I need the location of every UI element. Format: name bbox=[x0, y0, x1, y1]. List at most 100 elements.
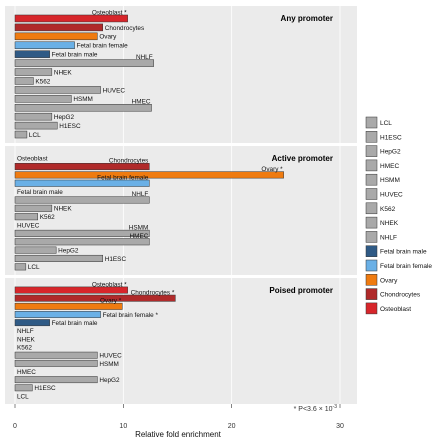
x-tick-label: 20 bbox=[228, 423, 236, 430]
legend: LCL H1ESC HepG2 HMEC HSMM HUVEC K562 NHEK NHLF Fe… bbox=[364, 115, 432, 320]
bar-fetal-brain-female bbox=[14, 179, 150, 187]
bar-chondrocytes bbox=[14, 294, 176, 302]
bar-label-lcl: LCL bbox=[17, 393, 29, 400]
x-tick-label: 10 bbox=[119, 423, 127, 430]
bar-k562 bbox=[14, 77, 34, 85]
bar-label-huvec: HUVEC bbox=[99, 353, 122, 360]
bar-label-hepg2: HepG2 bbox=[54, 114, 75, 121]
legend-swatch-hmec bbox=[365, 159, 378, 172]
legend-swatch-fetal-brain-male bbox=[365, 245, 378, 257]
x-tick-label: 30 bbox=[336, 423, 344, 430]
bar-ovary bbox=[14, 302, 123, 310]
bar-lcl bbox=[14, 263, 27, 271]
bar-label-fetal-brain-male: Fetal brain male bbox=[52, 320, 98, 327]
legend-swatch-nhek bbox=[365, 216, 378, 229]
bar-label-k562: K562 bbox=[35, 78, 50, 85]
panel-poised-promoter: Poised promoter Osteoblast * Chondrocytes … bbox=[5, 278, 357, 404]
panel-title: Active promoter bbox=[272, 154, 333, 163]
legend-label-ovary: Ovary bbox=[380, 277, 398, 284]
bar-label-hmec: HMEC bbox=[130, 233, 149, 240]
bar-hmec bbox=[14, 104, 152, 112]
legend-label-huvec: HUVEC bbox=[380, 192, 403, 199]
x-axis: 0 10 20 30 bbox=[13, 404, 344, 430]
legend-swatch-fetal-brain-female bbox=[365, 259, 378, 272]
x-tick-label: 0 bbox=[13, 423, 17, 430]
bar-label-hmec: HMEC bbox=[132, 99, 151, 106]
panel-any-promoter: Any promoter Osteoblast * Chondrocytes Ovar… bbox=[5, 6, 357, 143]
panel-title: Poised promoter bbox=[269, 286, 333, 295]
bar-hepg2 bbox=[14, 246, 57, 254]
bar-label-hsmm: HSMM bbox=[99, 361, 119, 368]
bar-hmec bbox=[14, 238, 150, 246]
bar-label-ovary: Ovary * bbox=[100, 298, 122, 305]
bar-label-h1esc: H1ESC bbox=[34, 385, 56, 392]
bar-label-ovary: Ovary bbox=[99, 34, 117, 41]
bar-huvec bbox=[14, 351, 98, 359]
x-axis-label: Relative fold enrichment bbox=[135, 430, 222, 439]
bar-fetal-brain-female bbox=[14, 311, 101, 318]
legend-swatch-hsmm bbox=[365, 173, 378, 186]
bar-label-lcl: LCL bbox=[28, 264, 40, 271]
legend-label-osteoblast: Osteoblast bbox=[380, 306, 411, 313]
bar-label-chondrocytes: Chondrocytes * bbox=[131, 289, 175, 296]
bar-hepg2 bbox=[14, 376, 98, 384]
bar-label-fetal-brain-male: Fetal brain male bbox=[17, 189, 63, 196]
bar-label-hsmm: HSMM bbox=[73, 96, 93, 103]
bar-nhek bbox=[14, 204, 53, 212]
legend-label-fetal-brain-female: Fetal brain female bbox=[380, 263, 432, 270]
bar-nhlf bbox=[14, 59, 154, 67]
bar-huvec bbox=[14, 86, 101, 94]
panels: Any promoter Osteoblast * Chondrocytes Ovar… bbox=[5, 6, 357, 404]
legend-label-hsmm: HSMM bbox=[380, 177, 400, 184]
bar-label-osteoblast: Osteoblast bbox=[17, 156, 48, 163]
bar-label-chondrocytes: Chondrocytes bbox=[105, 25, 144, 32]
legend-label-nhek: NHEK bbox=[380, 220, 399, 227]
bar-h1esc bbox=[14, 254, 103, 262]
bar-label-fetal-brain-male: Fetal brain male bbox=[52, 52, 98, 59]
bar-label-hepg2: HepG2 bbox=[58, 248, 79, 255]
legend-swatch-chondrocytes bbox=[365, 288, 378, 300]
bar-hsmm bbox=[14, 95, 72, 103]
bar-label-huvec: HUVEC bbox=[103, 87, 126, 94]
bar-label-nhek: NHEK bbox=[54, 69, 72, 76]
bar-label-nhek: NHEK bbox=[17, 336, 35, 343]
bar-label-chondrocytes: Chondrocytes bbox=[109, 158, 148, 165]
bar-h1esc bbox=[14, 121, 58, 130]
bar-label-k562: K562 bbox=[40, 214, 55, 221]
bar-label-hsmm: HSMM bbox=[129, 225, 149, 232]
legend-label-lcl: LCL bbox=[380, 120, 392, 127]
bar-label-nhek: NHEK bbox=[54, 206, 72, 213]
legend-label-hmec: HMEC bbox=[380, 163, 399, 170]
legend-swatch-k562 bbox=[365, 202, 378, 215]
panel-title: Any promoter bbox=[281, 14, 333, 23]
bar-osteoblast bbox=[14, 286, 128, 294]
legend-swatch-osteoblast bbox=[365, 302, 378, 315]
legend-swatch-lcl bbox=[365, 116, 378, 129]
legend-label-k562: K562 bbox=[380, 206, 396, 213]
legend-swatch-h1esc bbox=[365, 131, 378, 143]
bar-label-osteoblast: Osteoblast * bbox=[92, 281, 127, 288]
bar-label-h1esc: H1ESC bbox=[59, 123, 81, 130]
bar-label-nhlf: NHLF bbox=[136, 54, 153, 61]
bar-label-ovary: Ovary * bbox=[261, 166, 283, 173]
bar-ovary bbox=[14, 32, 98, 41]
legend-swatch-nhlf bbox=[365, 231, 378, 243]
bar-label-hmec: HMEC bbox=[17, 369, 36, 376]
bar-osteoblast bbox=[14, 14, 128, 23]
legend-label-h1esc: H1ESC bbox=[380, 134, 402, 141]
bar-lcl bbox=[14, 130, 28, 139]
legend-label-nhlf: NHLF bbox=[380, 234, 397, 241]
bar-label-lcl: LCL bbox=[29, 132, 41, 139]
bar-fetal-brain-male bbox=[14, 319, 50, 327]
legend-label-chondrocytes: Chondrocytes bbox=[380, 292, 421, 299]
bar-label-fetal-brain-female: Fetal brain female bbox=[97, 174, 149, 181]
legend-swatch-hepg2 bbox=[365, 145, 378, 157]
bar-nhlf bbox=[14, 196, 150, 204]
bar-label-fetal-brain-female: Fetal brain female bbox=[77, 43, 129, 50]
legend-label-fetal-brain-male: Fetal brain male bbox=[380, 249, 427, 256]
legend-swatch-ovary bbox=[365, 274, 378, 286]
bar-label-h1esc: H1ESC bbox=[105, 256, 127, 263]
bar-h1esc bbox=[14, 384, 33, 392]
bar-label-huvec: HUVEC bbox=[17, 222, 40, 229]
bar-k562 bbox=[14, 213, 38, 221]
